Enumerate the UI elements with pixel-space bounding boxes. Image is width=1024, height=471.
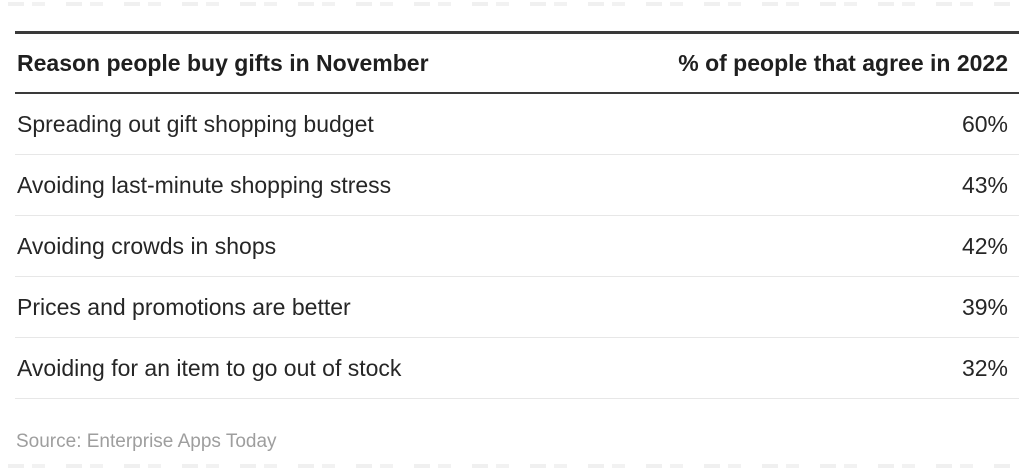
table-row: Avoiding for an item to go out of stock … (15, 338, 1019, 399)
table-row: Avoiding crowds in shops 42% (15, 216, 1019, 277)
value-cell: 39% (961, 293, 1008, 320)
value-cell: 42% (961, 232, 1008, 259)
value-cell: 32% (961, 354, 1008, 381)
table-header-row: Reason people buy gifts in November % of… (15, 34, 1019, 92)
reason-cell: Spreading out gift shopping budget (17, 110, 374, 137)
value-cell: 60% (961, 110, 1008, 137)
value-cell: 43% (961, 171, 1008, 198)
table-top-rule (15, 31, 1019, 34)
dashed-edge-top (8, 2, 1016, 6)
gift-reasons-table: Reason people buy gifts in November % of… (15, 31, 1019, 399)
column-header-percentage: % of people that agree in 2022 (678, 49, 1008, 76)
table-row: Spreading out gift shopping budget 60% (15, 94, 1019, 155)
reason-cell: Avoiding last-minute shopping stress (17, 171, 392, 198)
table-row: Avoiding last-minute shopping stress 43% (15, 155, 1019, 216)
reason-cell: Avoiding crowds in shops (17, 232, 277, 259)
column-header-reason: Reason people buy gifts in November (17, 49, 429, 76)
source-attribution: Source: Enterprise Apps Today (16, 431, 277, 452)
dashed-edge-bottom (8, 464, 1016, 468)
reason-cell: Avoiding for an item to go out of stock (17, 354, 402, 381)
table-row: Prices and promotions are better 39% (15, 277, 1019, 338)
header-bottom-rule (15, 92, 1019, 94)
reason-cell: Prices and promotions are better (17, 293, 351, 320)
